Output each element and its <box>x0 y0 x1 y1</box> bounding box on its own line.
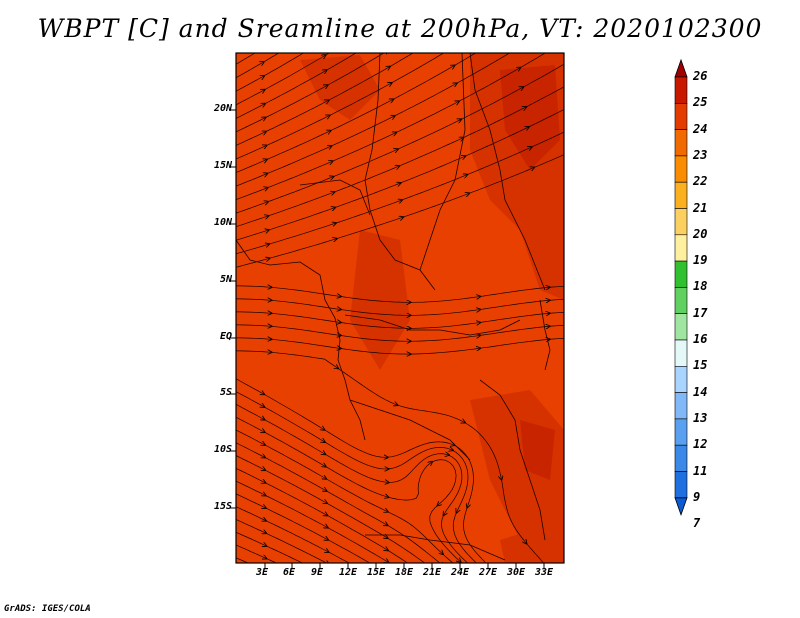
colorbar-label: 7 <box>693 516 701 531</box>
colorbar-segment <box>674 444 688 472</box>
colorbar-segment <box>674 313 688 341</box>
lat-label: 5N <box>219 274 232 285</box>
colorbar-label: 11 <box>693 463 708 478</box>
colorbar-segment <box>674 260 688 288</box>
lon-label: 15E <box>367 567 386 578</box>
lon-label: 6E <box>283 567 296 578</box>
colorbar-label: 9 <box>693 489 701 504</box>
lat-label: 5S <box>219 387 232 398</box>
lon-label: 12E <box>339 567 358 578</box>
lon-label: 18E <box>395 567 414 578</box>
colorbar-segment <box>674 234 688 262</box>
lat-label: 10N <box>213 217 232 228</box>
colorbar-segment <box>674 181 688 209</box>
map-title: WBPT [C] and Sreamline at 200hPa, VT: 20… <box>37 14 763 43</box>
colorbar-label: 16 <box>693 332 708 346</box>
lon-label: 3E <box>256 567 269 578</box>
colorbar-label: 25 <box>693 95 708 110</box>
axis-ticks <box>230 109 545 569</box>
colorbar-label: 22 <box>693 174 708 189</box>
lat-label: 15S <box>213 501 232 512</box>
colorbar-segment <box>674 129 688 157</box>
colorbar-label: 15 <box>693 358 708 373</box>
colorbar-label: 20 <box>693 226 708 241</box>
colorbar-segment <box>674 103 688 130</box>
lon-label: 21E <box>423 567 442 578</box>
lon-label: 27E <box>479 567 498 578</box>
colorbar-segment <box>674 287 688 314</box>
lat-label: 15N <box>213 160 232 171</box>
colorbar <box>674 58 688 517</box>
colorbar-label: 18 <box>693 279 708 294</box>
lon-label: 33E <box>535 567 554 578</box>
colorbar-segment <box>674 155 688 183</box>
colorbar-segment <box>674 471 688 499</box>
wbpt-field <box>236 53 564 563</box>
lon-label: 30E <box>507 567 526 578</box>
colorbar-segment <box>674 365 688 393</box>
lon-label: 24E <box>451 567 470 578</box>
colorbar-label: 17 <box>693 305 708 320</box>
colorbar-segment <box>674 392 688 420</box>
colorbar-label: 13 <box>693 410 708 425</box>
streamlines <box>236 53 564 563</box>
colorbar-segment <box>674 208 688 236</box>
lat-label: 20N <box>213 103 232 114</box>
country-borders <box>236 53 551 561</box>
colorbar-top-arrow <box>674 58 688 78</box>
colorbar-label: 19 <box>693 253 708 268</box>
colorbar-label: 21 <box>693 200 708 215</box>
grads-credit: GrADS: IGES/COLA <box>4 604 91 614</box>
lat-label: EQ <box>219 331 232 342</box>
colorbar-label: 14 <box>693 384 708 399</box>
colorbar-segment <box>674 418 688 446</box>
map-frame <box>235 52 565 564</box>
colorbar-segment <box>674 76 688 104</box>
colorbar-label: 26 <box>693 69 708 83</box>
lat-label: 10S <box>213 444 232 455</box>
colorbar-label: 12 <box>693 437 708 452</box>
colorbar-bottom-arrow <box>674 497 688 517</box>
colorbar-label: 23 <box>693 147 708 162</box>
lon-label: 9E <box>311 567 324 578</box>
colorbar-segment <box>674 339 688 367</box>
colorbar-label: 24 <box>693 121 708 136</box>
